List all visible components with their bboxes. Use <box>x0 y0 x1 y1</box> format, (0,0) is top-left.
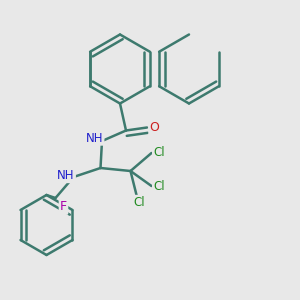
Text: O: O <box>150 121 159 134</box>
Text: F: F <box>60 200 67 214</box>
Text: Cl: Cl <box>153 146 165 160</box>
Text: Cl: Cl <box>153 179 165 193</box>
Text: Cl: Cl <box>134 196 145 209</box>
Text: NH: NH <box>57 169 75 182</box>
Text: NH: NH <box>86 131 103 145</box>
